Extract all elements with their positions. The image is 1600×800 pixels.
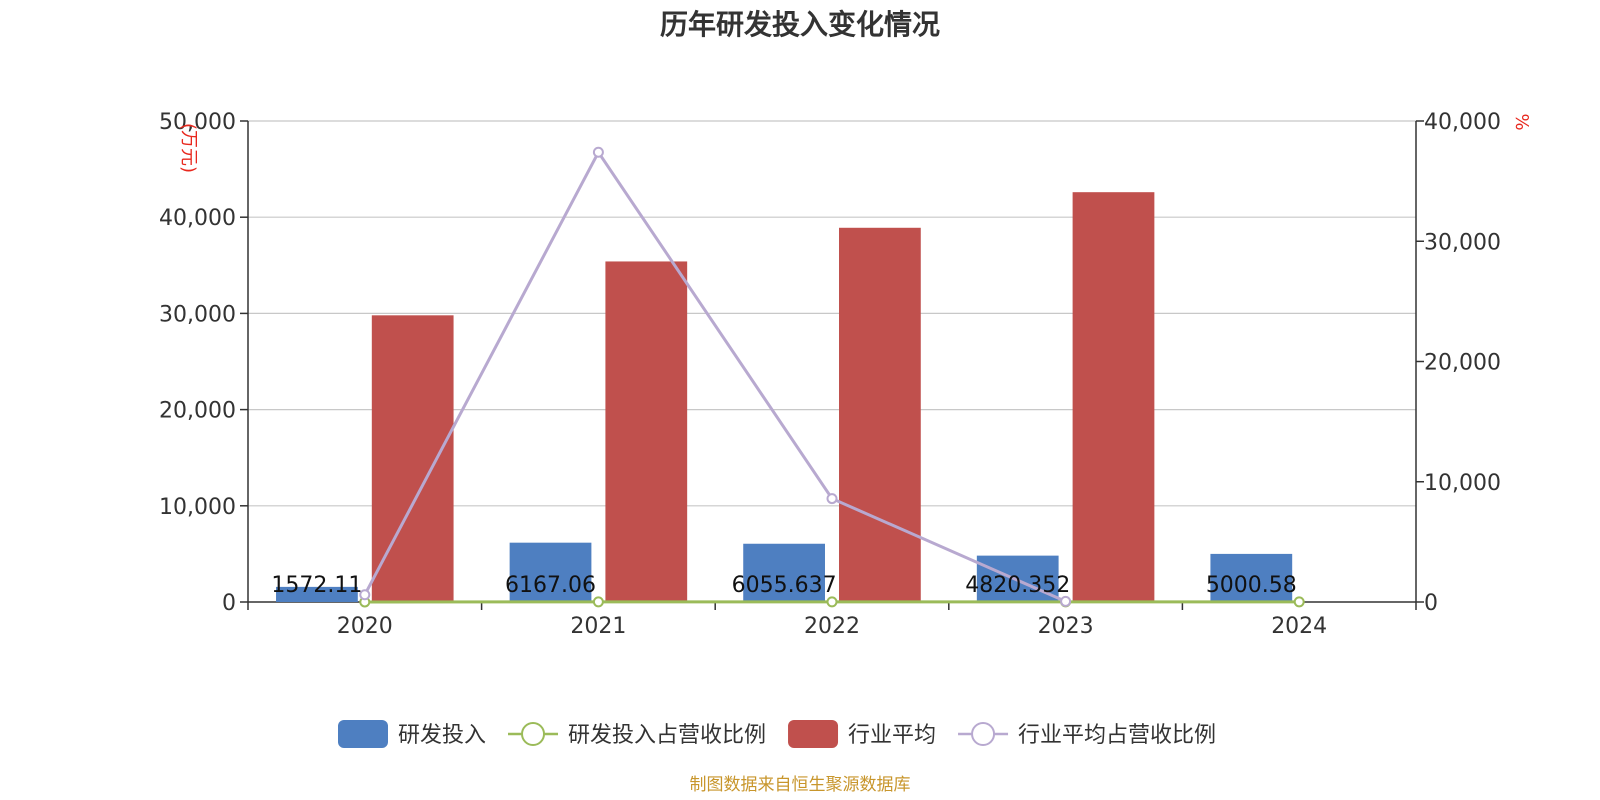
bars — [276, 192, 1293, 603]
right-axis-tick-label: 0 — [1424, 591, 1438, 616]
right-axis-tick-label: 30,000 — [1424, 230, 1501, 255]
legend: 研发投入 研发投入占营收比例 行业平均 行业平均占营收比例 — [338, 720, 1216, 748]
x-axis-tick-label: 2022 — [804, 614, 860, 639]
legend-label: 行业平均 — [848, 723, 936, 748]
right-axis-tick-label: 10,000 — [1424, 471, 1501, 496]
line-point-1 — [592, 596, 604, 608]
bar-industry-2023 — [1072, 192, 1155, 603]
line-point-3 — [592, 146, 604, 158]
bar-industry-2022 — [839, 227, 921, 603]
line-point-3 — [826, 493, 838, 505]
x-axis-tick-label: 2021 — [570, 614, 626, 639]
bar-rd-2021 — [509, 542, 592, 602]
chart-title: 历年研发投入变化情况 — [660, 8, 940, 41]
right-axis-unit: % — [1511, 113, 1532, 130]
legend-label: 行业平均占营收比例 — [1018, 723, 1216, 748]
line-point-1 — [826, 596, 838, 608]
data-labels: 1572.11 6167.06 6055.637 4820.352 5000.58 — [271, 573, 1296, 598]
bar-rd-2020 — [276, 586, 358, 602]
legend-label: 研发投入占营收比例 — [568, 723, 766, 748]
data-label: 6055.637 — [732, 573, 837, 598]
data-label: 4820.352 — [965, 573, 1070, 598]
bar-rd-2024 — [1210, 553, 1293, 602]
left-axis-tick-label: 0 — [222, 591, 236, 616]
line-point-3 — [1060, 595, 1072, 607]
bar-rd-2022 — [743, 543, 825, 602]
legend-marker — [971, 722, 996, 746]
axes: 0 10,000 20,000 30,000 40,000 50,000 0 10,000 20… — [159, 110, 1501, 639]
bar-industry-2021 — [605, 261, 688, 602]
left-axis-tick-label: 30,000 — [159, 302, 236, 327]
left-axis-tick-label: 40,000 — [159, 206, 236, 231]
x-axis-tick-label: 2023 — [1038, 614, 1094, 639]
left-axis-tick-label: 50,000 — [159, 110, 236, 135]
left-axis-tick-label: 10,000 — [159, 495, 236, 520]
left-axis-tick-label: 20,000 — [159, 399, 236, 424]
data-label: 6167.06 — [505, 573, 596, 598]
data-label: 1572.11 — [271, 573, 362, 598]
line-point-1 — [1293, 596, 1305, 608]
x-axis-tick-label: 2020 — [337, 614, 393, 639]
right-axis-tick-label: 20,000 — [1424, 351, 1501, 376]
lines — [359, 146, 1305, 608]
source-note: 制图数据来自恒生聚源数据库 — [690, 775, 911, 795]
left-axis-unit: (万元) — [178, 123, 199, 173]
legend-swatch — [338, 720, 388, 748]
data-label: 5000.58 — [1206, 573, 1297, 598]
line-point-3 — [359, 589, 371, 601]
right-axis-tick-label: 40,000 — [1424, 110, 1501, 135]
legend-marker — [521, 722, 546, 746]
line-series-3 — [363, 149, 1067, 603]
legend-label: 研发投入 — [398, 723, 486, 748]
legend-swatch — [788, 720, 839, 748]
x-axis-tick-label: 2024 — [1271, 614, 1327, 639]
